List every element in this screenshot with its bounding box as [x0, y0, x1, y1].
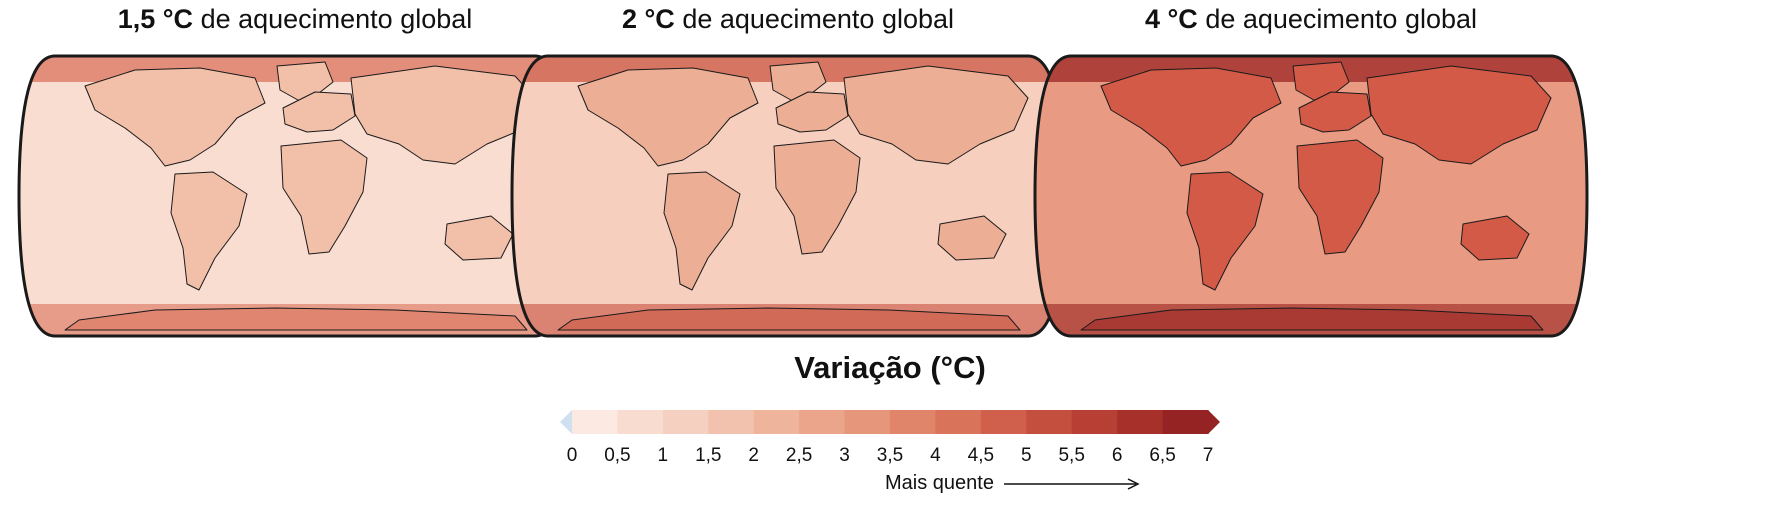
panel-title: 1,5 °C de aquecimento global	[15, 4, 575, 35]
colorbar-bin	[572, 410, 619, 434]
africa	[1296, 139, 1384, 255]
legend-tick-label: 5	[1020, 445, 1032, 466]
asia	[350, 65, 536, 165]
map-panel-4: 4 °C de aquecimento global	[1031, 4, 1591, 344]
colorbar-bin	[708, 410, 755, 434]
antarctica	[557, 307, 1021, 331]
map-content	[512, 56, 1064, 336]
map-panel-2: 2 °C de aquecimento global	[508, 4, 1068, 344]
legend-colorbar	[560, 410, 1220, 434]
panel-title-rest: de aquecimento global	[193, 4, 473, 34]
legend-tick-label: 6,5	[1149, 445, 1176, 466]
colorbar-bin	[1071, 410, 1118, 434]
europe	[775, 91, 849, 133]
colorbar-bin	[844, 410, 891, 434]
colorbar-bin	[662, 410, 709, 434]
legend-tick-label: 0,5	[604, 445, 631, 466]
legend-tick-label: 5,5	[1058, 445, 1085, 466]
australia	[444, 215, 514, 261]
antarctica	[64, 307, 528, 331]
legend-tick-label: 3,5	[876, 445, 904, 466]
south-america	[170, 171, 248, 291]
panel-title-rest: de aquecimento global	[674, 4, 955, 34]
colorbar-bin	[617, 410, 664, 434]
south-america	[663, 171, 741, 291]
colorbar-bin	[1162, 410, 1209, 434]
arrow-right-icon	[1003, 478, 1140, 490]
colorbar-bin	[980, 410, 1027, 434]
panel-title-value: 4 °C	[1144, 4, 1198, 34]
colorbar-warm-extension	[1208, 410, 1220, 434]
asia	[843, 65, 1029, 165]
map-content	[1035, 56, 1587, 336]
map-content	[19, 56, 571, 336]
panel-title: 2 °C de aquecimento global	[508, 4, 1068, 35]
europe	[1298, 91, 1372, 133]
color-legend: Variação (°C) 0 0,5 1 1,5 2 2,5 3 3,5 4 4,5 5 5,5 6 6…	[560, 350, 1220, 500]
north-america	[1100, 67, 1282, 167]
north-america	[84, 67, 266, 167]
colorbar-bin	[1117, 410, 1164, 434]
colorbar-bin	[890, 410, 937, 434]
africa	[773, 139, 861, 255]
south-america	[1186, 171, 1264, 291]
panel-title-value: 2 °C	[621, 4, 675, 34]
legend-tick-label: 2,5	[785, 445, 813, 466]
legend-tick-label: 1,5	[695, 445, 722, 466]
asia	[1366, 65, 1552, 165]
warmer-indicator: Mais quente	[885, 472, 1144, 495]
antarctica	[1080, 307, 1544, 331]
colorbar-bin	[799, 410, 846, 434]
world-map	[1033, 54, 1589, 338]
legend-title: Variação (°C)	[794, 350, 986, 385]
world-map	[510, 54, 1066, 338]
legend-tick-label: 2	[748, 445, 759, 466]
africa	[280, 139, 368, 255]
world-map	[17, 54, 573, 338]
legend-tick-label: 0	[566, 445, 578, 466]
legend-tick-label: 7	[1202, 445, 1214, 466]
australia	[1460, 215, 1530, 261]
panel-title-rest: de aquecimento global	[1197, 4, 1478, 34]
australia	[937, 215, 1007, 261]
legend-tick-label: 1	[657, 445, 669, 466]
colorbar-cold-extension	[560, 410, 572, 434]
warmer-label: Mais quente	[885, 472, 994, 494]
map-frame	[1033, 54, 1589, 338]
legend-tick-label: 3	[839, 445, 850, 466]
colorbar-bin	[935, 410, 982, 434]
legend-tick-label: 4	[930, 445, 941, 466]
panel-title: 4 °C de aquecimento global	[1031, 4, 1591, 35]
legend-tick-label: 4,5	[967, 445, 995, 466]
north-america	[577, 67, 759, 167]
colorbar-bin	[1026, 410, 1073, 434]
colorbar-bin	[753, 410, 800, 434]
map-panel-1-5: 1,5 °C de aquecimento global	[15, 4, 575, 344]
panel-title-value: 1,5 °C	[117, 4, 194, 34]
legend-tick-label: 6	[1111, 445, 1123, 466]
europe	[282, 91, 356, 133]
